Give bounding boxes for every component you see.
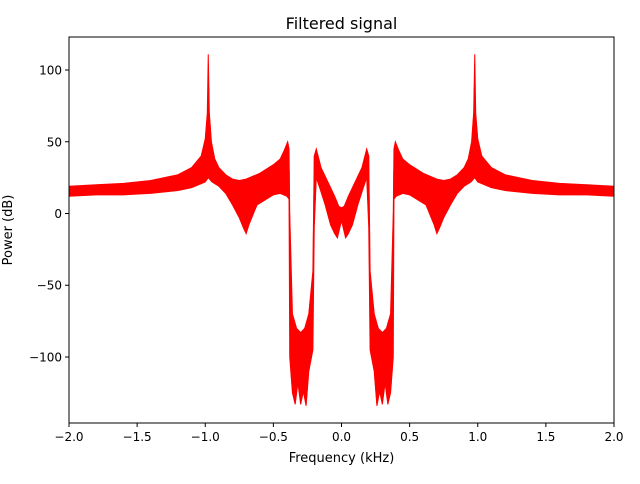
series-line (69, 64, 614, 405)
x-tick-label: 0.0 (332, 430, 351, 444)
x-axis-ticks: −2.0 −1.5 −1.0 −0.5 0.0 0.5 1.0 1.5 2.0 (54, 423, 624, 444)
x-tick-label: 1.0 (468, 430, 487, 444)
y-tick-label: −50 (37, 279, 62, 293)
x-axis-label: Frequency (kHz) (289, 451, 395, 466)
x-tick-label: −1.5 (123, 430, 152, 444)
y-axis-ticks: −100 −50 0 50 100 (29, 64, 69, 364)
series-group (69, 54, 614, 406)
y-tick-label: 50 (47, 135, 62, 149)
x-tick-label: −0.5 (259, 430, 288, 444)
data-layer (69, 54, 614, 406)
y-tick-label: 0 (54, 207, 62, 221)
x-tick-label: −2.0 (54, 430, 83, 444)
y-tick-label: −100 (29, 350, 62, 364)
x-tick-label: 2.0 (604, 430, 623, 444)
chart-title: Filtered signal (286, 14, 398, 33)
plot-area (69, 37, 614, 423)
y-axis-label: Power (dB) (1, 195, 16, 266)
x-tick-label: 0.5 (400, 430, 419, 444)
x-tick-label: 1.5 (536, 430, 555, 444)
y-tick-label: 100 (39, 64, 62, 78)
x-tick-label: −1.0 (191, 430, 220, 444)
